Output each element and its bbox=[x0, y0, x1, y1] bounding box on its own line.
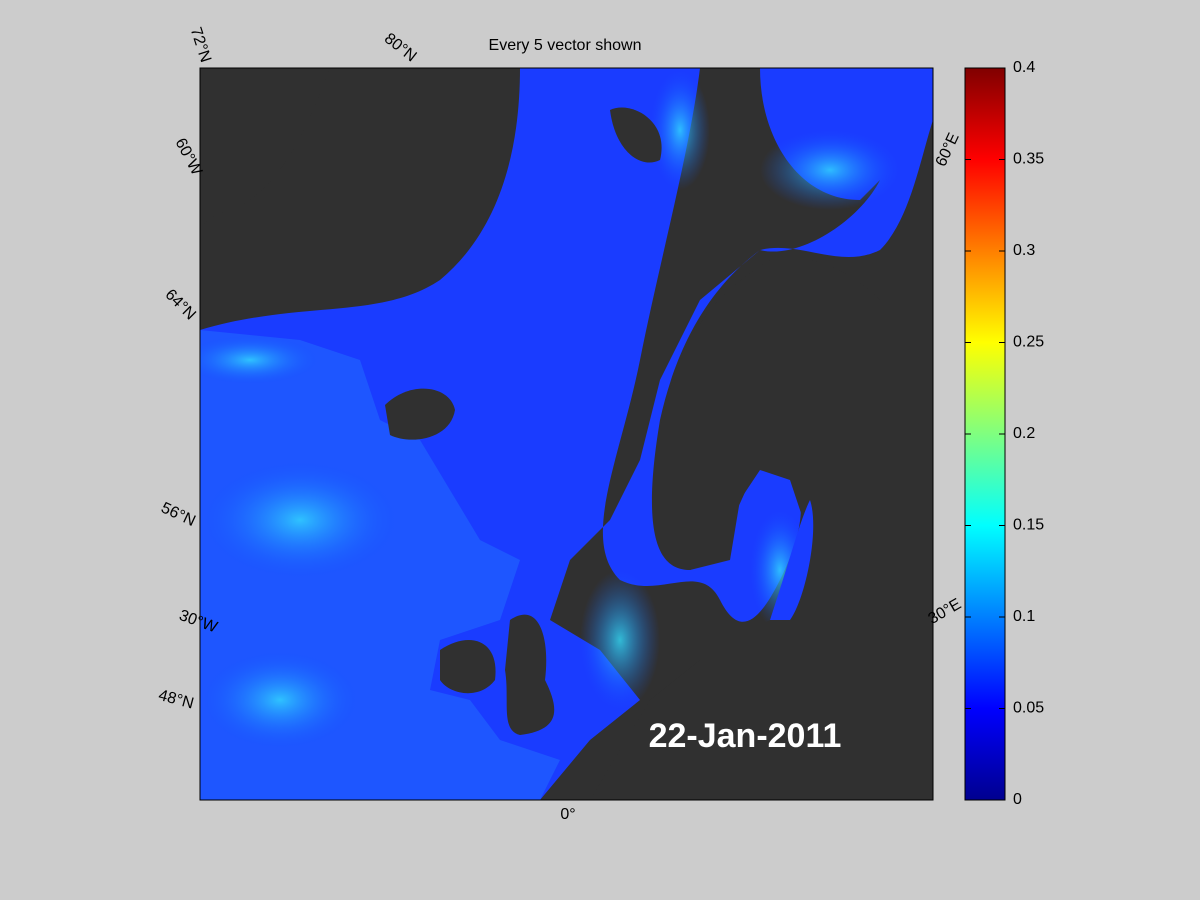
land bbox=[200, 68, 330, 230]
colorbar-tick-label: 0.4 bbox=[1013, 59, 1035, 76]
map bbox=[200, 68, 933, 800]
current bbox=[200, 650, 360, 750]
colorbar-tick-label: 0.2 bbox=[1013, 425, 1035, 442]
colorbar-tick-label: 0 bbox=[1013, 791, 1022, 808]
colorbar-tick-label: 0.15 bbox=[1013, 517, 1044, 534]
colorbar-tick-label: 0.35 bbox=[1013, 151, 1044, 168]
map-label: 0° bbox=[560, 806, 575, 823]
current bbox=[200, 335, 320, 385]
colorbar-tick-label: 0.3 bbox=[1013, 242, 1035, 259]
colorbar-tick-label: 0.25 bbox=[1013, 334, 1044, 351]
current bbox=[580, 570, 660, 710]
colorbar-tick-label: 0.1 bbox=[1013, 608, 1035, 625]
land bbox=[385, 388, 455, 440]
land bbox=[590, 258, 933, 800]
current bbox=[200, 460, 400, 580]
title: Every 5 vector shown bbox=[489, 37, 642, 54]
current bbox=[650, 70, 710, 190]
current bbox=[760, 130, 900, 210]
date-label: 22-Jan-2011 bbox=[649, 717, 842, 755]
land bbox=[610, 107, 662, 163]
ocean bbox=[770, 500, 814, 620]
land bbox=[505, 614, 555, 735]
colorbar-tick-label: 0.05 bbox=[1013, 700, 1044, 717]
map-border bbox=[199, 67, 934, 801]
land bbox=[440, 640, 496, 694]
